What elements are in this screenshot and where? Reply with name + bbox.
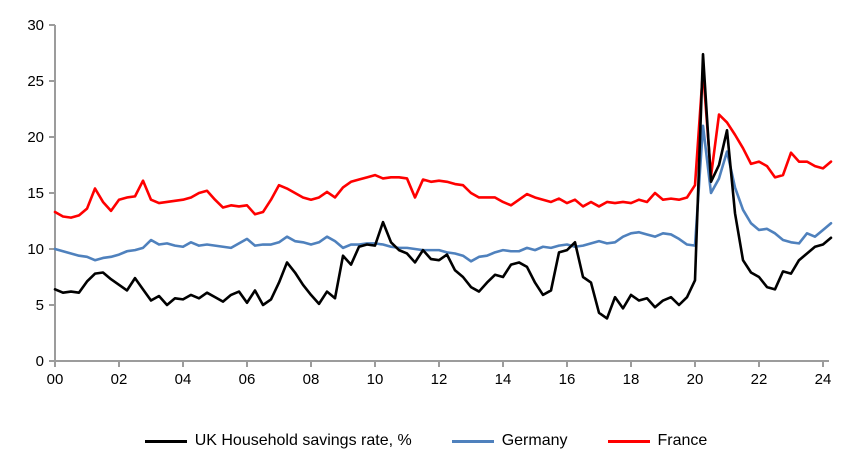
x-tick-label: 18 [623,371,640,388]
x-tick-label: 20 [687,371,704,388]
x-tick-label: 14 [495,371,512,388]
x-tick-label: 10 [367,371,384,388]
germany-line-swatch-icon [451,439,494,443]
legend-item-france: France [607,432,708,450]
x-tick-label: 08 [303,371,320,388]
series-line-germany [53,124,833,263]
france-line-swatch-icon [607,439,650,443]
x-tick-label: 00 [47,371,64,388]
uk-line-swatch-icon [144,439,187,443]
x-tick-label: 16 [559,371,576,388]
y-tick-label: 0 [36,353,44,370]
x-tick-label: 04 [175,371,192,388]
x-tick-label: 12 [431,371,448,388]
y-tick-label: 20 [27,129,44,146]
y-tick-label: 5 [36,297,44,314]
y-tick-label: 10 [27,241,44,258]
series-line-france [53,68,833,219]
y-tick-label: 25 [27,73,44,90]
x-tick-label: 02 [111,371,128,388]
legend-label-uk: UK Household savings rate, % [194,432,412,449]
x-tick-label: 24 [815,371,832,388]
series-line-uk [53,52,833,320]
y-tick-label: 15 [27,185,44,202]
legend-label-france: France [657,432,708,449]
x-tick-label: 06 [239,371,256,388]
x-tick-label: 22 [751,371,768,388]
y-tick-label: 30 [27,17,44,34]
legend-item-germany: Germany [451,432,568,450]
legend-label-germany: Germany [501,432,568,449]
legend-item-uk: UK Household savings rate, % [144,432,412,450]
chart-legend: UK Household savings rate, % Germany Fra… [0,424,852,458]
